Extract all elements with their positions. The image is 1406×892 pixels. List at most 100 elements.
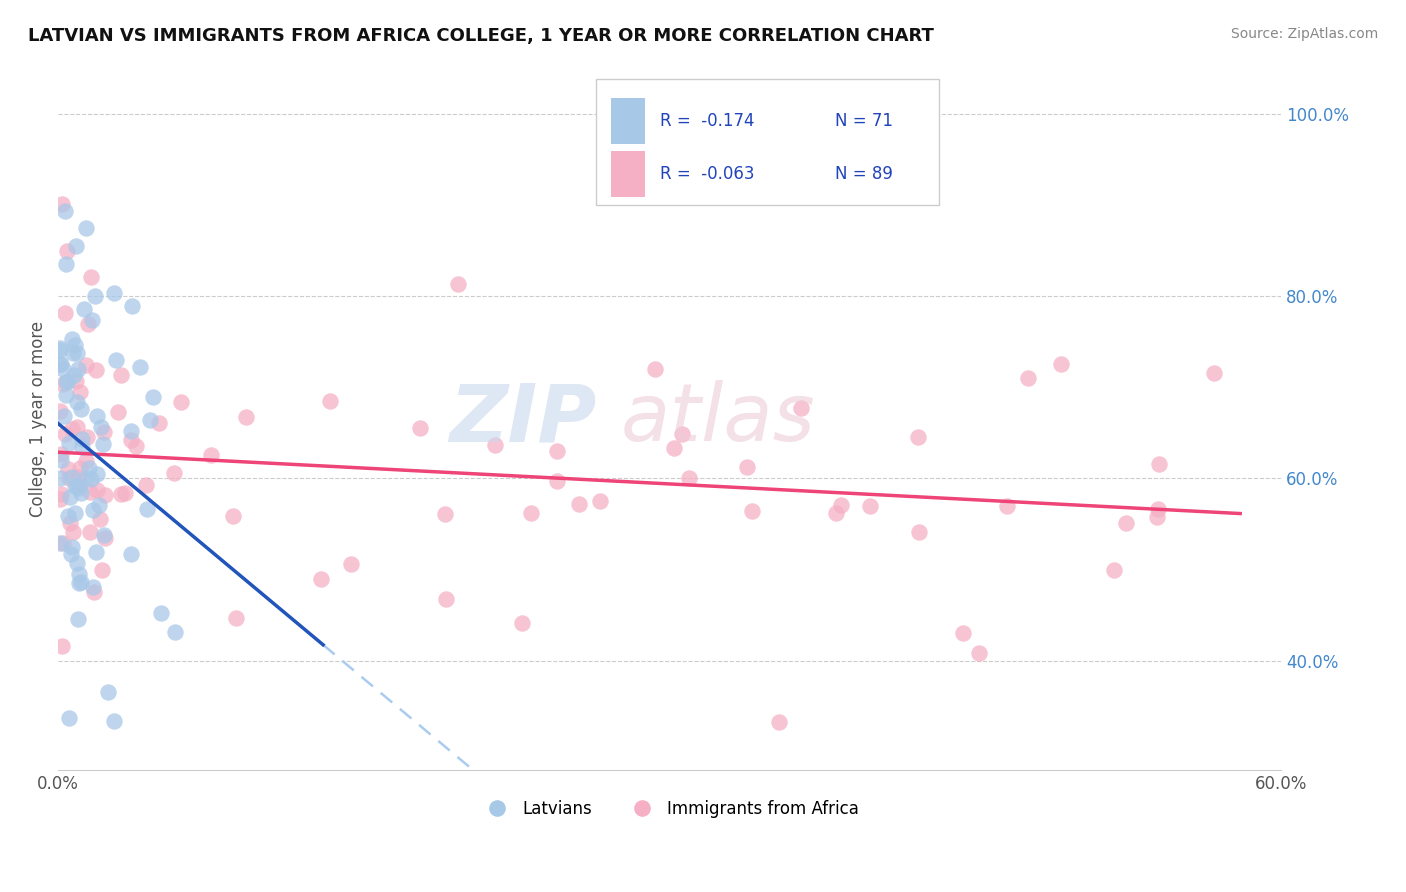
Point [70, 402, 93, 417]
Point [446, 277, 468, 291]
Point [56, 509, 79, 524]
Point [67, 576, 90, 591]
Point [59, 490, 82, 504]
Point [1204, 366, 1226, 380]
Point [80, 472, 103, 486]
Point [56, 462, 79, 476]
Point [107, 405, 129, 419]
Point [768, 715, 790, 730]
Point [86, 409, 108, 423]
Point [967, 646, 990, 660]
Text: R =  -0.063: R = -0.063 [659, 165, 754, 183]
Point [110, 487, 132, 501]
Point [83, 288, 105, 302]
Point [69, 385, 91, 400]
Point [741, 503, 763, 517]
Point [790, 401, 813, 416]
Point [1149, 457, 1171, 471]
Point [82, 580, 104, 594]
Point [149, 607, 172, 621]
Point [60, 422, 83, 436]
Text: atlas: atlas [620, 380, 815, 458]
Point [93, 528, 115, 542]
Point [56, 374, 79, 388]
Point [49, 357, 72, 371]
Point [49, 471, 72, 485]
Point [235, 409, 257, 424]
Point [51, 639, 73, 653]
Point [59, 516, 82, 530]
Point [49, 492, 72, 507]
Point [66, 470, 89, 484]
Point [55, 375, 77, 389]
Point [60, 470, 83, 484]
Point [73, 302, 96, 317]
Point [62, 345, 84, 359]
Text: R =  -0.174: R = -0.174 [659, 112, 754, 130]
Point [94, 488, 117, 502]
Point [77, 318, 100, 332]
Point [91, 437, 114, 451]
Point [124, 439, 146, 453]
Point [75, 471, 97, 485]
Point [63, 479, 86, 493]
Point [49, 453, 72, 467]
Point [84, 545, 107, 559]
Point [90, 564, 112, 578]
Point [547, 443, 569, 458]
Point [55, 427, 77, 442]
Point [52, 535, 75, 549]
Point [662, 441, 685, 455]
Point [671, 426, 693, 441]
Text: N = 89: N = 89 [835, 165, 893, 183]
Point [644, 362, 666, 376]
Bar [610, 98, 645, 144]
Point [135, 502, 157, 516]
Point [163, 467, 186, 481]
Point [588, 493, 610, 508]
Point [1017, 371, 1039, 385]
Point [55, 388, 77, 402]
Point [907, 430, 929, 444]
Point [49, 341, 72, 355]
Text: N = 71: N = 71 [835, 112, 893, 130]
Point [340, 557, 363, 571]
FancyBboxPatch shape [596, 79, 939, 205]
Point [93, 425, 115, 439]
Point [63, 338, 86, 352]
Point [200, 448, 222, 462]
Point [139, 412, 162, 426]
Point [66, 612, 89, 626]
Point [58, 710, 80, 724]
Point [120, 433, 142, 447]
Point [53, 409, 76, 423]
Point [49, 343, 72, 357]
Point [69, 478, 91, 492]
Point [67, 566, 90, 581]
Point [58, 470, 80, 484]
Point [75, 453, 97, 467]
Point [66, 479, 89, 493]
Point [79, 484, 101, 499]
Point [409, 421, 432, 435]
Point [80, 313, 103, 327]
Bar [610, 151, 645, 196]
Point [129, 359, 152, 374]
Point [86, 483, 108, 498]
Point [66, 420, 89, 434]
Text: Source: ZipAtlas.com: Source: ZipAtlas.com [1230, 27, 1378, 41]
Point [65, 394, 87, 409]
Point [65, 239, 87, 253]
Point [53, 203, 76, 218]
Point [62, 525, 84, 540]
Point [49, 447, 72, 461]
Point [678, 471, 700, 485]
Point [1115, 516, 1137, 531]
Point [995, 500, 1018, 514]
Point [94, 532, 117, 546]
Point [49, 357, 72, 371]
Point [49, 536, 72, 550]
Point [135, 478, 157, 492]
Point [434, 592, 457, 607]
Point [148, 416, 170, 430]
